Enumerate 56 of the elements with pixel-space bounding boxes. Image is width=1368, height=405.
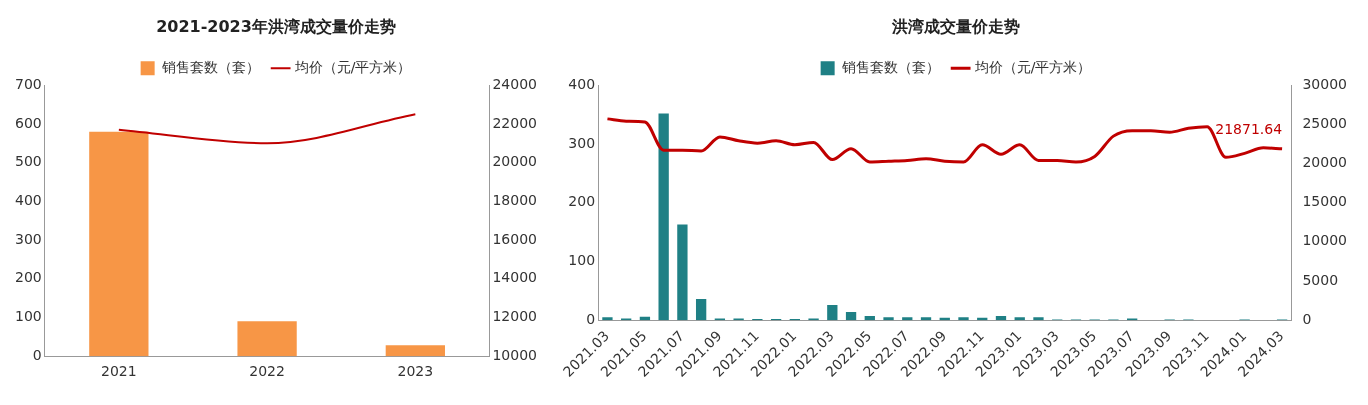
y-tick-label: 0 — [586, 310, 596, 327]
y-tick-label: 500 — [14, 153, 42, 170]
bar — [883, 317, 894, 321]
y2-tick-label: 5000 — [1302, 271, 1339, 288]
bar — [1033, 317, 1044, 321]
y2-tick-label: 0 — [1302, 310, 1312, 327]
y2-tick-label: 15000 — [1302, 193, 1348, 210]
y-tick-label: 300 — [568, 134, 596, 151]
x-tick-label: 2022 — [249, 363, 285, 380]
bar — [602, 317, 613, 321]
bar — [864, 316, 875, 321]
chart-title: 洪湾成交量价走势 — [891, 16, 1020, 36]
bar — [920, 317, 932, 321]
chart-title: 2021-2023年洪湾成交量价走势 — [156, 16, 396, 36]
line-series — [605, 117, 1284, 164]
bar — [995, 316, 1007, 321]
y-tick-label: 700 — [14, 75, 42, 92]
bar — [385, 345, 445, 357]
y-tick-label: 200 — [14, 269, 42, 286]
y-tick-label: 400 — [568, 75, 596, 92]
y-tick-label: 600 — [14, 114, 42, 131]
y2-tick-label: 25000 — [1302, 115, 1348, 131]
y2-tick-label: 20000 — [1302, 154, 1348, 171]
legend-label: 均价（元/平方米） — [293, 58, 412, 75]
bar — [677, 224, 688, 321]
y-tick-label: 0 — [32, 346, 42, 363]
y2-tick-label: 22000 — [492, 114, 538, 131]
y2-tick-label: 18000 — [492, 191, 538, 208]
y2-tick-label: 24000 — [492, 75, 538, 92]
bar — [902, 317, 913, 321]
bar — [1014, 317, 1025, 321]
y2-tick-label: 20000 — [492, 153, 538, 170]
y2-tick-label: 16000 — [492, 230, 538, 247]
x-tick-label: 2023 — [397, 363, 434, 380]
y2-tick-label: 30000 — [1302, 75, 1348, 92]
y2-tick-label: 14000 — [492, 269, 538, 286]
legend-label: 销售套数（套） — [160, 58, 260, 75]
y2-tick-label: 10000 — [1302, 232, 1348, 249]
y2-tick-label: 10000 — [492, 346, 538, 363]
bar — [827, 304, 838, 321]
x-tick-label: 2021 — [101, 363, 137, 380]
y2-tick-label: 12000 — [492, 308, 538, 325]
bar — [695, 299, 707, 321]
bar — [658, 113, 669, 321]
y-tick-label: 100 — [568, 252, 596, 269]
legend-label: 销售套数（套） — [840, 58, 940, 75]
legend-label: 均价（元/平方米） — [973, 58, 1092, 75]
bar — [237, 321, 297, 357]
y-tick-label: 400 — [14, 191, 42, 208]
y-tick-label: 100 — [14, 308, 42, 325]
bar — [89, 131, 149, 357]
data-label: 21871.64 — [1215, 120, 1283, 137]
bar — [845, 311, 857, 321]
bar — [958, 317, 969, 321]
y-tick-label: 300 — [14, 230, 42, 247]
y-tick-label: 200 — [568, 193, 596, 210]
